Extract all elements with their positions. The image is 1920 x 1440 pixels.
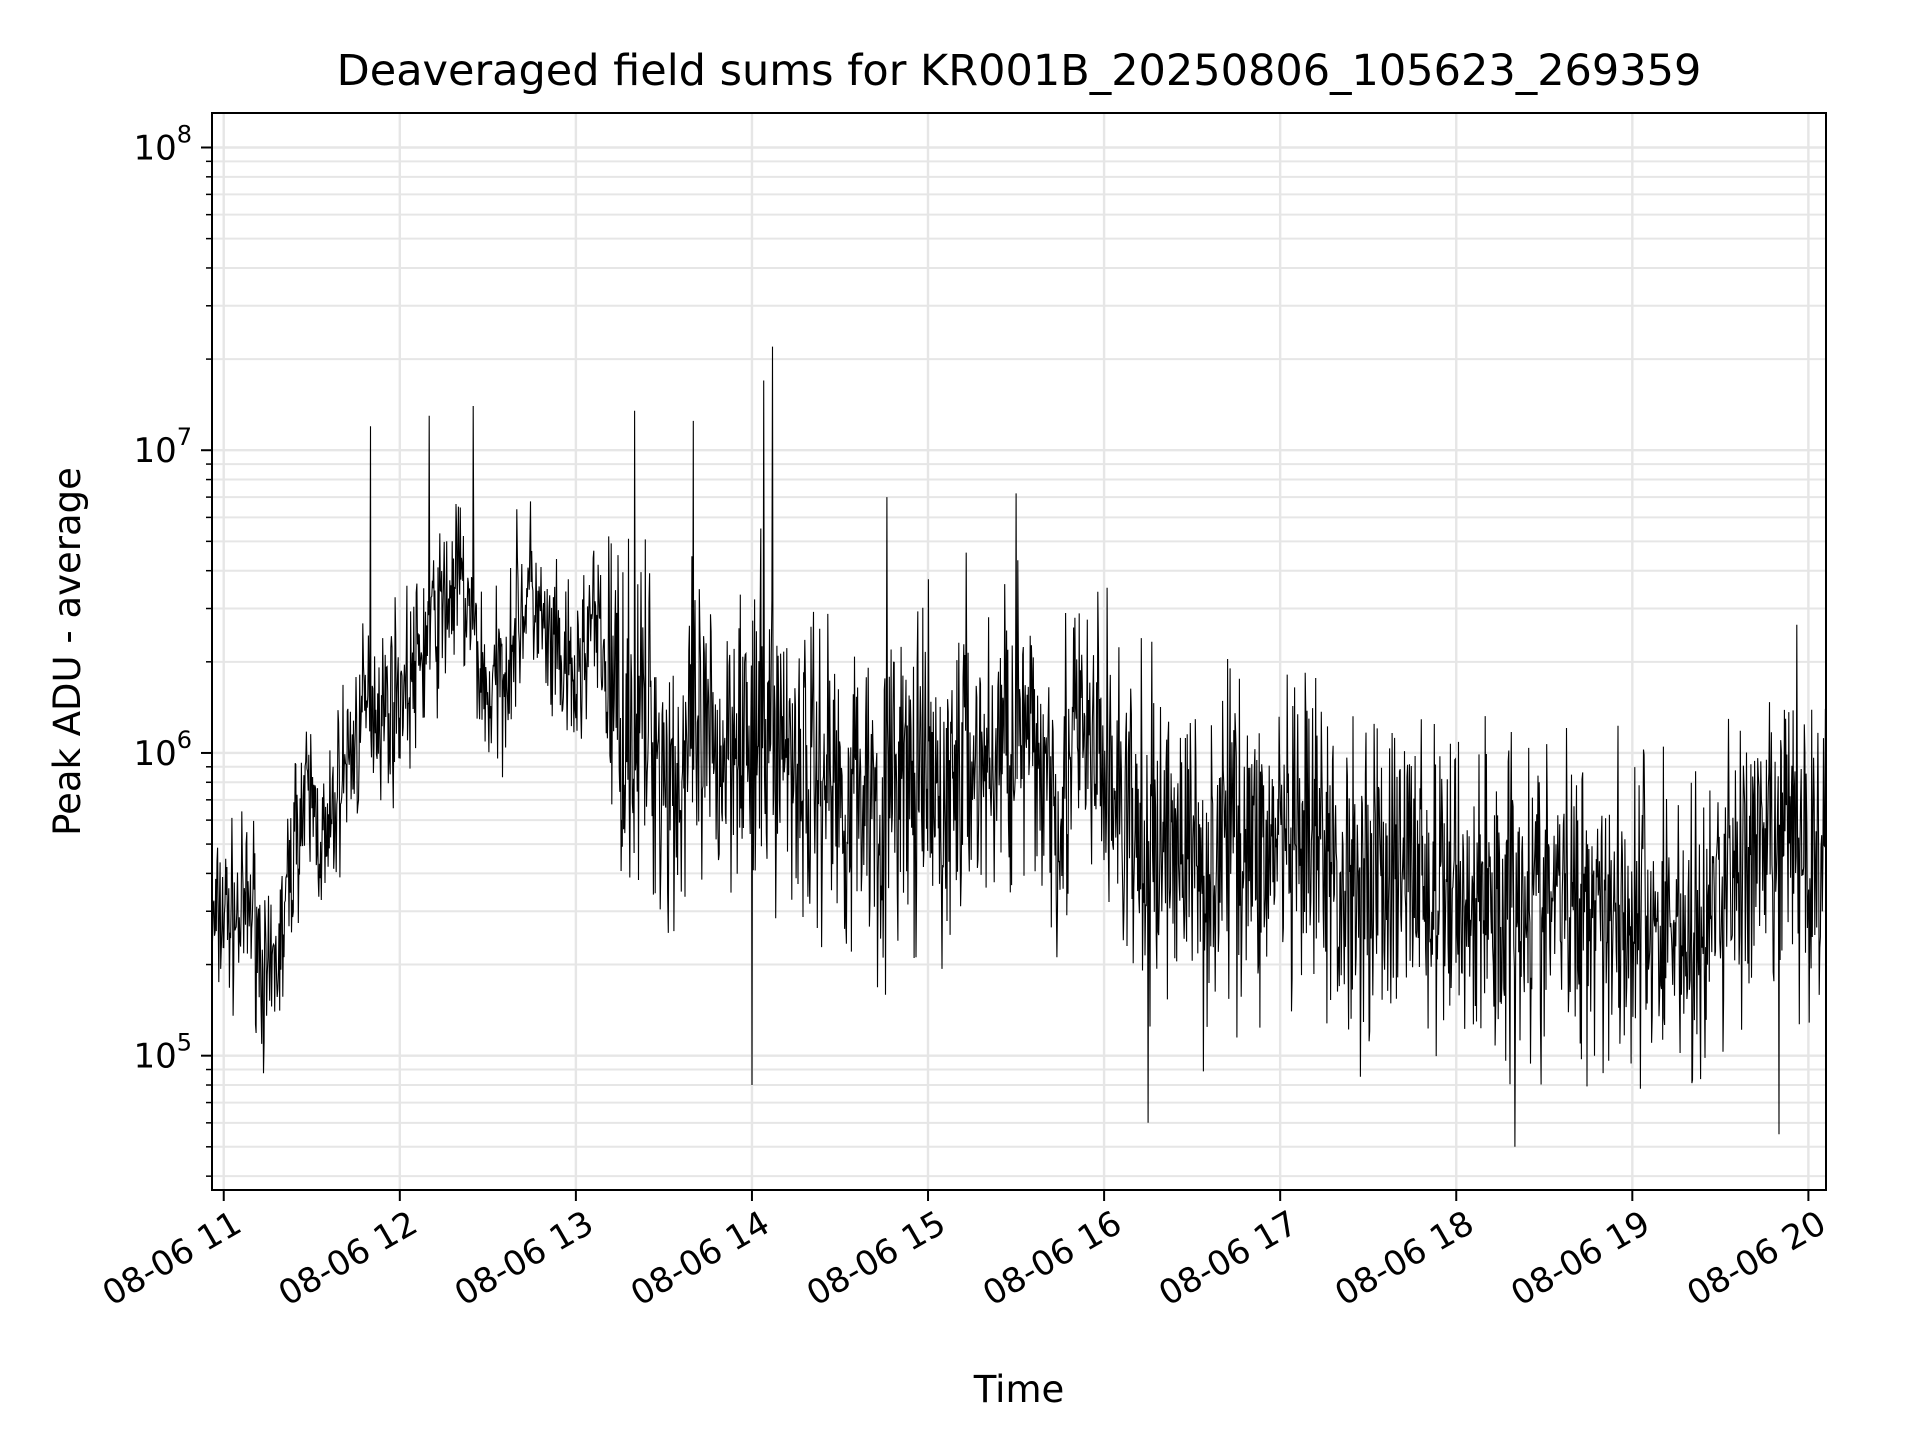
y-tick-label: 107 (133, 423, 192, 471)
chart-title: Deaveraged field sums for KR001B_2025080… (337, 46, 1702, 96)
y-tick-label: 106 (133, 726, 192, 774)
y-tick-label: 108 (133, 120, 192, 168)
plot-frame (211, 112, 1827, 1191)
y-axis-label: Peak ADU - average (46, 467, 89, 836)
y-tick-exponent: 8 (177, 120, 192, 148)
y-tick-base: 10 (133, 1037, 176, 1077)
series-layer (211, 346, 1827, 1147)
grid (212, 113, 1826, 1190)
x-axis-label: Time (973, 1368, 1065, 1411)
y-tick-exponent: 5 (177, 1029, 192, 1057)
y-tick-base: 10 (133, 128, 176, 168)
y-tick-label: 105 (133, 1029, 192, 1077)
y-tick-base: 10 (133, 431, 176, 471)
y-tick-base: 10 (133, 734, 176, 774)
series-line (211, 346, 1827, 1147)
y-tick-exponent: 7 (177, 423, 192, 451)
y-tick-exponent: 6 (177, 726, 192, 754)
